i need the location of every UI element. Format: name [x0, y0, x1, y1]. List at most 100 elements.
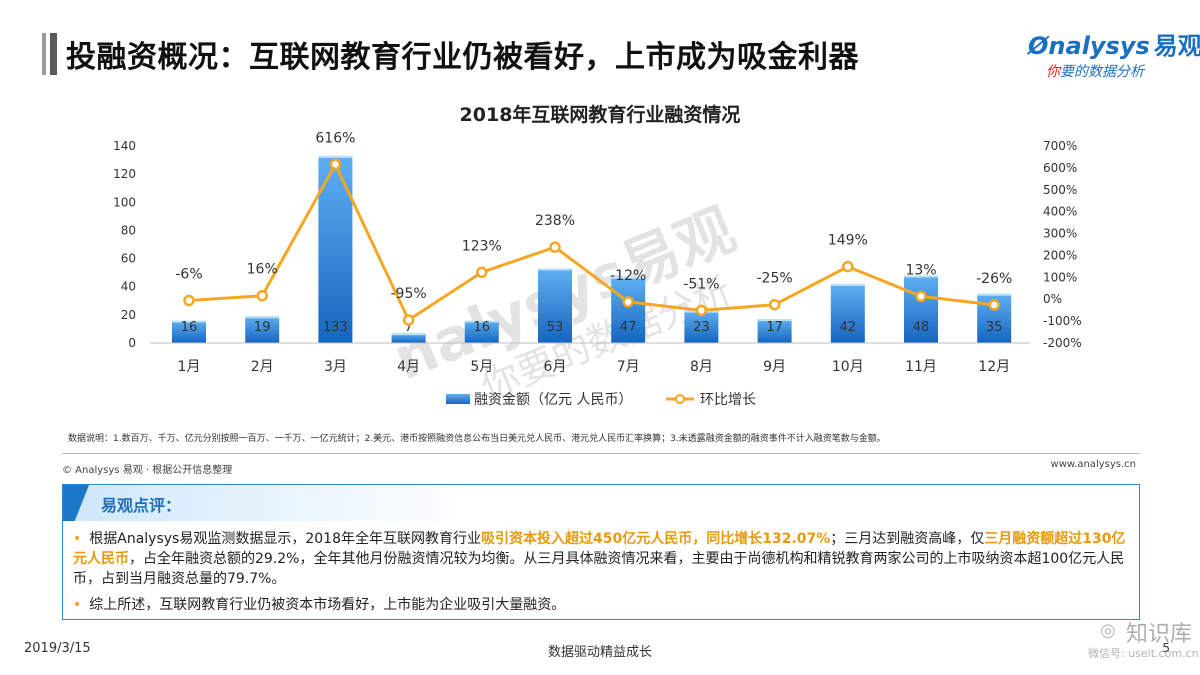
legend-bar-swatch — [446, 394, 470, 404]
growth-point — [402, 314, 415, 326]
bar-value-label: 42 — [840, 320, 857, 335]
website-link[interactable]: www.analysys.cn — [1050, 459, 1136, 470]
growth-label: -25% — [757, 271, 793, 287]
bar-value-label: 19 — [254, 320, 271, 335]
growth-label: 16% — [247, 262, 278, 278]
left-axis-tick: 20 — [121, 308, 136, 322]
comment-highlight: 三月融资额超过130亿元人民币 — [73, 531, 1126, 567]
comment-paragraph-2: • 综上所述，互联网教育行业仍被资本市场看好，上市能为企业吸引大量融资。 — [73, 595, 1129, 615]
growth-point — [842, 260, 854, 273]
growth-point — [988, 299, 1000, 311]
bar-value-label: 23 — [693, 320, 710, 335]
comment-paragraph-1: • 根据Analysys易观监测数据显示，2018年全年互联网教育行业吸引资本投入… — [73, 529, 1129, 589]
bar-value-label: 16 — [474, 320, 491, 335]
title-accent-bar — [42, 33, 57, 75]
comment-box: 易观点评： • 根据Analysys易观监测数据显示，2018年全年互联网教育行业… — [62, 484, 1140, 620]
bar-value-labels: 16 19 133 7 16 53 47 23 17 42 48 35 — [181, 320, 1003, 335]
growth-point — [256, 289, 268, 302]
growth-point — [549, 241, 561, 253]
logo-cn: 易观 — [1153, 32, 1200, 60]
x-tick-label: 3月 — [324, 359, 347, 375]
footer-date: 2019/3/15 — [24, 641, 91, 656]
logo-sub-red: 你 — [1046, 64, 1060, 80]
growth-label: 123% — [462, 238, 502, 254]
right-axis-tick: 500% — [1043, 183, 1077, 197]
growth-label: 149% — [828, 233, 868, 249]
comment-highlight: 吸引资本投入超过450亿元人民币，同比增长132.07% — [480, 531, 831, 547]
bar-top-highlight — [172, 320, 206, 323]
corner-watermark-sub: 微信号: useit.com.cn — [1088, 647, 1199, 660]
comment-header: 易观点评： — [63, 485, 483, 521]
line-value-labels: -6% 16% 616% -95% 123% 238% -12% -51% -25% 149% 13… — [175, 130, 1012, 302]
bar-value-label: 47 — [620, 320, 637, 335]
logo-sub: 要的数据分析 — [1060, 64, 1144, 80]
x-tick-label: 5月 — [470, 359, 493, 375]
right-axis-tick: -200% — [1043, 336, 1082, 350]
bar — [172, 320, 206, 343]
x-tick-label: 2月 — [251, 359, 274, 375]
logo-a-icon: Ø — [1028, 32, 1049, 60]
comment-text: 综上所述，互联网教育行业仍被资本市场看好，上市能为企业吸引大量融资。 — [89, 597, 566, 613]
legend-line-label: 环比增长 — [700, 392, 756, 408]
legend-line-marker — [675, 394, 685, 404]
right-axis-tick: 300% — [1043, 227, 1077, 241]
x-tick-label: 8月 — [690, 359, 713, 375]
growth-label: 238% — [535, 213, 575, 229]
growth-label: 13% — [905, 262, 936, 278]
bar — [245, 316, 280, 343]
analysys-logo: Ønalysys 易观 你要的数据分析 — [1028, 26, 1200, 86]
growth-point — [329, 158, 342, 171]
bar — [538, 268, 572, 343]
bar-top-highlight — [904, 275, 938, 278]
corner-watermark: 知识库 — [1126, 622, 1193, 647]
growth-label: -95% — [391, 286, 427, 302]
data-note: 数据说明：1.数百万、千万、亿元分别按照一百万、一千万、一亿元统计；2.美元、港… — [68, 434, 886, 444]
comment-text: 根据Analysys易观监测数据显示，2018年全年互联网教育行业 — [89, 531, 481, 547]
bar — [391, 333, 426, 343]
right-axis-tick: 100% — [1043, 270, 1077, 284]
x-axis-labels: 1月 2月 3月 4月 5月 6月 7月 8月 9月 10月 11月 12月 — [178, 359, 1011, 375]
bullet-icon: • — [73, 597, 82, 613]
bar-value-label: 48 — [913, 320, 930, 335]
bar — [904, 275, 938, 343]
right-axis-tick: 400% — [1043, 205, 1077, 219]
bar-value-label: 53 — [547, 320, 564, 335]
growth-point — [622, 296, 634, 308]
page-title: 投融资概况：互联网教育行业仍被看好，上市成为吸金利器 — [66, 40, 859, 75]
comment-title: 易观点评： — [101, 496, 182, 515]
bar-value-label: 17 — [766, 320, 783, 335]
growth-point — [183, 294, 195, 307]
growth-point — [695, 304, 708, 317]
right-axis-tick: 600% — [1043, 161, 1077, 175]
chart-title: 2018年互联网教育行业融资情况 — [459, 104, 741, 126]
bar — [464, 320, 499, 343]
bar-top-highlight — [757, 319, 792, 322]
left-axis-tick: 80 — [121, 223, 136, 237]
left-axis-tick: 100 — [113, 195, 136, 209]
bar-value-label: 7 — [404, 320, 412, 335]
left-axis: 0 20 40 60 80 100 120 140 — [113, 139, 136, 350]
page-number: 5 — [1162, 641, 1170, 655]
line-series — [183, 158, 1000, 326]
right-axis-tick: -100% — [1043, 314, 1082, 328]
bar-top-highlight — [538, 268, 572, 271]
left-axis-tick: 0 — [128, 336, 136, 350]
bar-value-label: 16 — [181, 320, 198, 335]
left-axis-tick: 140 — [113, 139, 136, 153]
x-tick-label: 4月 — [397, 359, 420, 375]
right-axis-tick: 200% — [1043, 248, 1077, 262]
wechat-icon: ◎ — [1100, 620, 1116, 641]
legend-bar-label: 融资金额（亿元 人民币） — [474, 392, 632, 408]
right-axis: -200% -100% 0% 100% 200% 300% 400% 500% 600% 700% — [1043, 139, 1082, 350]
source-text: © Analysys 易观 · 根据公开信息整理 — [62, 465, 233, 476]
logo-en: nalysys — [1048, 32, 1150, 60]
x-tick-label: 1月 — [178, 359, 201, 375]
bar — [611, 276, 646, 343]
divider — [62, 453, 1140, 454]
x-tick-label: 6月 — [544, 359, 567, 375]
x-tick-label: 9月 — [763, 359, 786, 375]
growth-label: -51% — [683, 276, 719, 292]
comment-text: ；三月达到融资高峰，仅 — [830, 531, 985, 547]
bar — [757, 319, 792, 343]
